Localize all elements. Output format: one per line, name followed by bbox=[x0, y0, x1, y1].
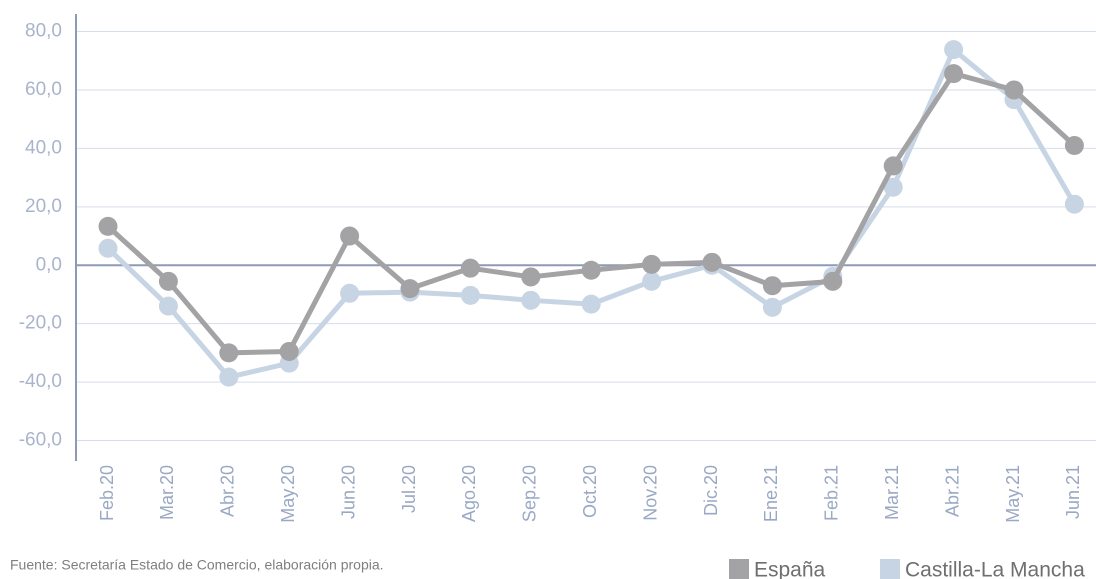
point bbox=[279, 341, 299, 361]
point bbox=[98, 216, 118, 236]
point bbox=[581, 294, 601, 314]
point bbox=[158, 296, 178, 316]
x-tick-label: Mar.21 bbox=[882, 465, 902, 520]
x-tick-label: Ago.20 bbox=[459, 465, 479, 522]
point bbox=[219, 343, 239, 363]
point bbox=[581, 260, 601, 280]
point bbox=[762, 297, 782, 317]
point bbox=[702, 252, 722, 272]
x-tick-label: Oct.20 bbox=[580, 465, 600, 518]
point bbox=[460, 285, 480, 305]
point bbox=[883, 177, 903, 197]
point bbox=[158, 271, 178, 291]
legend-swatch bbox=[729, 559, 749, 579]
legend-label: España bbox=[754, 559, 826, 579]
point bbox=[642, 271, 662, 291]
source-note: Fuente: Secretaría Estado de Comercio, e… bbox=[10, 557, 384, 573]
y-tick-label: 40,0 bbox=[25, 137, 62, 158]
x-tick-label: Nov.20 bbox=[640, 465, 660, 521]
x-tick-label: Jun.20 bbox=[338, 465, 358, 519]
y-tick-label: -20,0 bbox=[19, 313, 62, 334]
y-tick-label: 0,0 bbox=[36, 254, 62, 275]
x-tick-label: May.20 bbox=[278, 465, 298, 523]
point bbox=[944, 64, 964, 84]
point bbox=[98, 238, 118, 258]
x-tick-label: Feb.20 bbox=[97, 465, 117, 521]
x-tick-label: Jun.21 bbox=[1063, 465, 1083, 519]
point bbox=[340, 226, 360, 246]
x-tick-label: Abr.21 bbox=[942, 465, 962, 517]
y-tick-label: 60,0 bbox=[25, 79, 62, 100]
y-tick-label: -40,0 bbox=[19, 371, 62, 392]
point bbox=[521, 267, 541, 287]
x-tick-label: Abr.20 bbox=[218, 465, 238, 517]
point bbox=[1064, 194, 1084, 214]
x-tick-label: Dic.20 bbox=[701, 465, 721, 516]
y-tick-label: 20,0 bbox=[25, 196, 62, 217]
point bbox=[521, 290, 541, 310]
point bbox=[460, 258, 480, 278]
point bbox=[1004, 80, 1024, 100]
y-tick-label: 80,0 bbox=[25, 21, 62, 42]
legend-swatch bbox=[880, 559, 900, 579]
series-line bbox=[106, 47, 1077, 380]
point bbox=[762, 276, 782, 296]
x-tick-label: May.21 bbox=[1003, 465, 1023, 523]
point bbox=[219, 367, 239, 387]
x-tick-label: Mar.20 bbox=[157, 465, 177, 520]
x-tick-label: Sep.20 bbox=[520, 465, 540, 522]
y-tick-label: -60,0 bbox=[19, 430, 62, 451]
x-tick-label: Feb.21 bbox=[822, 465, 842, 521]
x-tick-label: Jul.20 bbox=[399, 465, 419, 513]
point bbox=[883, 156, 903, 176]
legend-label: Castilla-La Mancha bbox=[905, 559, 1085, 579]
x-tick-label: Ene.21 bbox=[761, 465, 781, 522]
point bbox=[400, 279, 420, 299]
point bbox=[642, 254, 662, 274]
point bbox=[340, 283, 360, 303]
point bbox=[944, 40, 964, 60]
point bbox=[1064, 135, 1084, 155]
point bbox=[823, 271, 843, 291]
